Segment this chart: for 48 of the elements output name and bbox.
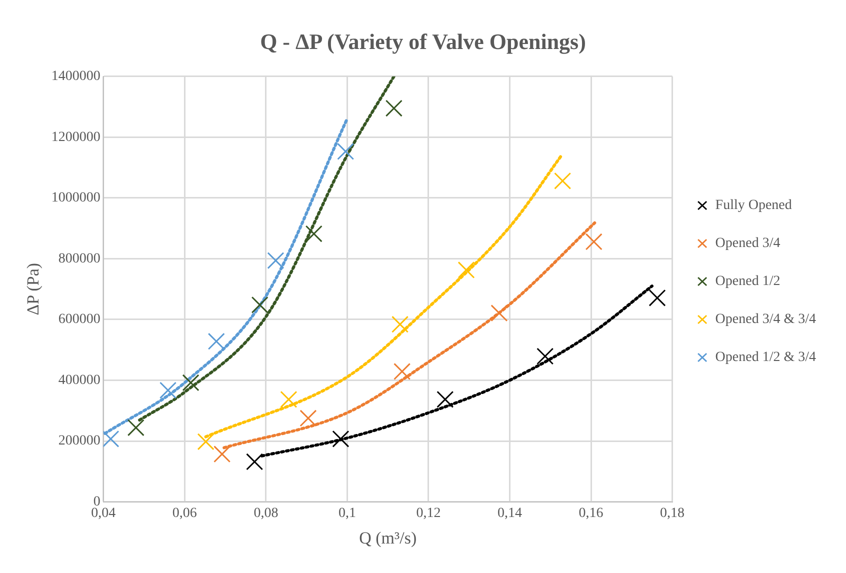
point (300, 410, 317, 427)
y-tick-label: 1200000 (51, 130, 100, 145)
x-tick-label: 0,04 (91, 506, 116, 521)
point (197, 433, 214, 450)
x-tick-label: 0,14 (498, 506, 522, 521)
point (490, 304, 508, 322)
point (267, 252, 284, 270)
point (458, 261, 475, 278)
legend-label: Opened 1/2 & 3/4 (715, 350, 816, 366)
legend-label: Fully Opened (715, 198, 792, 214)
point (554, 172, 572, 190)
point (648, 289, 666, 306)
legend-label: Opened 1/2 (715, 274, 780, 290)
x-tick-label: 0,06 (172, 506, 197, 521)
x-tick-label: 0,12 (416, 506, 441, 521)
point (127, 419, 144, 436)
point (280, 390, 298, 408)
point (585, 233, 602, 250)
point (392, 316, 409, 333)
x-tick-label: 0,1 (338, 506, 356, 521)
point (208, 332, 225, 350)
y-tick-label: 800000 (58, 251, 100, 266)
y-tick-label: 1000000 (51, 190, 100, 206)
x-tick-label: 0,18 (660, 506, 685, 521)
point (394, 362, 411, 380)
x-tick-label: 0,08 (254, 506, 278, 521)
chart-title: Q - ΔP (Variety of Valve Openings) (260, 28, 586, 54)
point (337, 142, 354, 160)
point (436, 390, 454, 408)
y-tick-label: 200000 (58, 434, 100, 449)
point (103, 430, 120, 448)
point (246, 453, 264, 470)
y-tick-label: 400000 (58, 372, 100, 388)
point (251, 296, 268, 314)
y-tick-label: 600000 (58, 312, 100, 328)
y-axis-title: ΔP (Pa) (24, 262, 43, 316)
legend-label: Opened 3/4 & 3/4 (715, 312, 816, 328)
point (214, 446, 231, 463)
point (182, 374, 200, 392)
x-axis-title: Q (m³/s) (359, 528, 417, 548)
point (159, 382, 177, 399)
x-tick-label: 0,16 (578, 506, 604, 521)
point (385, 100, 402, 117)
legend-label: Opened 3/4 (715, 236, 780, 252)
y-tick-label: 1400000 (51, 69, 100, 84)
point (536, 348, 554, 365)
point (332, 430, 350, 448)
point (305, 225, 322, 242)
